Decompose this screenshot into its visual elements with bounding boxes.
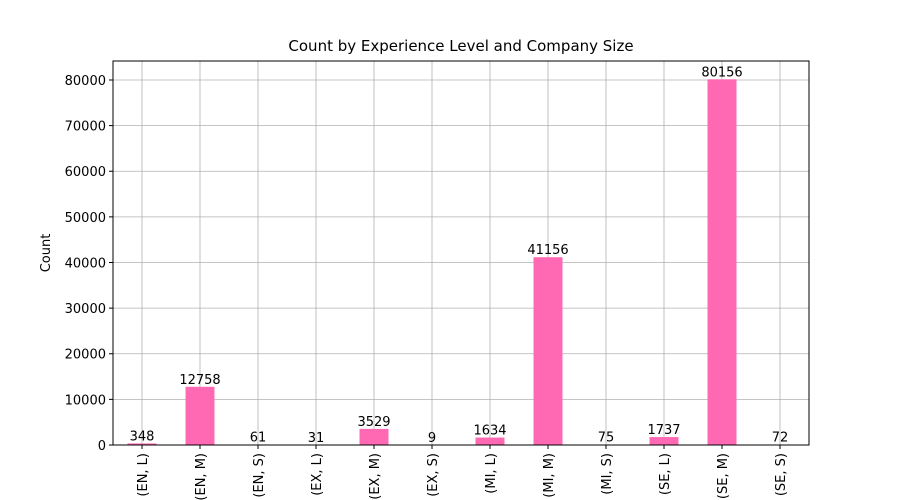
x-tick-label: (EN, M) bbox=[194, 453, 209, 500]
bar bbox=[127, 443, 157, 445]
bar-value-labels: 348 12758 61 31 3529 9 1634 41156 75 1737 80156 72 bbox=[130, 65, 789, 446]
y-tick-label: 20000 bbox=[65, 348, 106, 363]
x-tick-label: (EX, S) bbox=[426, 453, 441, 497]
plot-frame bbox=[112, 60, 810, 446]
bar bbox=[475, 437, 505, 445]
bar-value-label: 41156 bbox=[527, 243, 568, 258]
x-tick-label: (MI, L) bbox=[484, 453, 499, 494]
y-tick-label: 10000 bbox=[65, 393, 106, 408]
bar-value-label: 9 bbox=[428, 431, 436, 446]
y-tick-label: 80000 bbox=[65, 74, 106, 89]
bar bbox=[533, 257, 563, 445]
bar-value-label: 348 bbox=[130, 429, 155, 444]
bar-value-label: 12758 bbox=[179, 373, 220, 388]
y-tick-label: 30000 bbox=[65, 302, 106, 317]
bar bbox=[359, 428, 389, 445]
bar bbox=[707, 79, 737, 445]
x-tick-label: (SE, L) bbox=[658, 453, 673, 495]
x-tick-label: (MI, S) bbox=[600, 453, 615, 495]
x-tick-label: (SE, S) bbox=[774, 453, 789, 496]
x-tick-label: (MI, M) bbox=[542, 453, 557, 498]
y-tick-label: 70000 bbox=[65, 120, 106, 135]
x-axis-ticks: (EN, L) (EN, M) (EN, S) (EX, L) (EX, M) (EX, … bbox=[136, 445, 789, 500]
bar-value-label: 1634 bbox=[473, 424, 506, 439]
x-tick-label: (EN, S) bbox=[252, 453, 267, 498]
bars bbox=[127, 79, 795, 445]
bar bbox=[649, 437, 679, 445]
bar-value-label: 31 bbox=[308, 431, 325, 446]
chart-title: Count by Experience Level and Company Si… bbox=[288, 37, 633, 55]
y-tick-label: 40000 bbox=[65, 256, 106, 271]
y-axis-label: Count bbox=[39, 234, 54, 273]
x-tick-label: (EX, L) bbox=[310, 453, 325, 496]
bar-value-label: 1737 bbox=[647, 423, 680, 438]
bar-value-label: 72 bbox=[772, 431, 789, 446]
bar-value-label: 3529 bbox=[357, 415, 390, 430]
bar-value-label: 80156 bbox=[701, 65, 742, 80]
y-tick-label: 0 bbox=[98, 439, 106, 454]
y-tick-label: 50000 bbox=[65, 211, 106, 226]
bar-value-label: 75 bbox=[598, 431, 615, 446]
x-tick-label: (EN, L) bbox=[136, 453, 151, 497]
y-tick-label: 60000 bbox=[65, 165, 106, 180]
bar bbox=[185, 386, 215, 445]
grid bbox=[113, 61, 809, 446]
bar-value-label: 61 bbox=[250, 431, 267, 446]
x-tick-label: (SE, M) bbox=[716, 453, 731, 499]
y-axis-ticks: 0 10000 20000 30000 40000 50000 60000 70000 8000… bbox=[65, 74, 113, 454]
x-tick-label: (EX, M) bbox=[368, 453, 383, 500]
